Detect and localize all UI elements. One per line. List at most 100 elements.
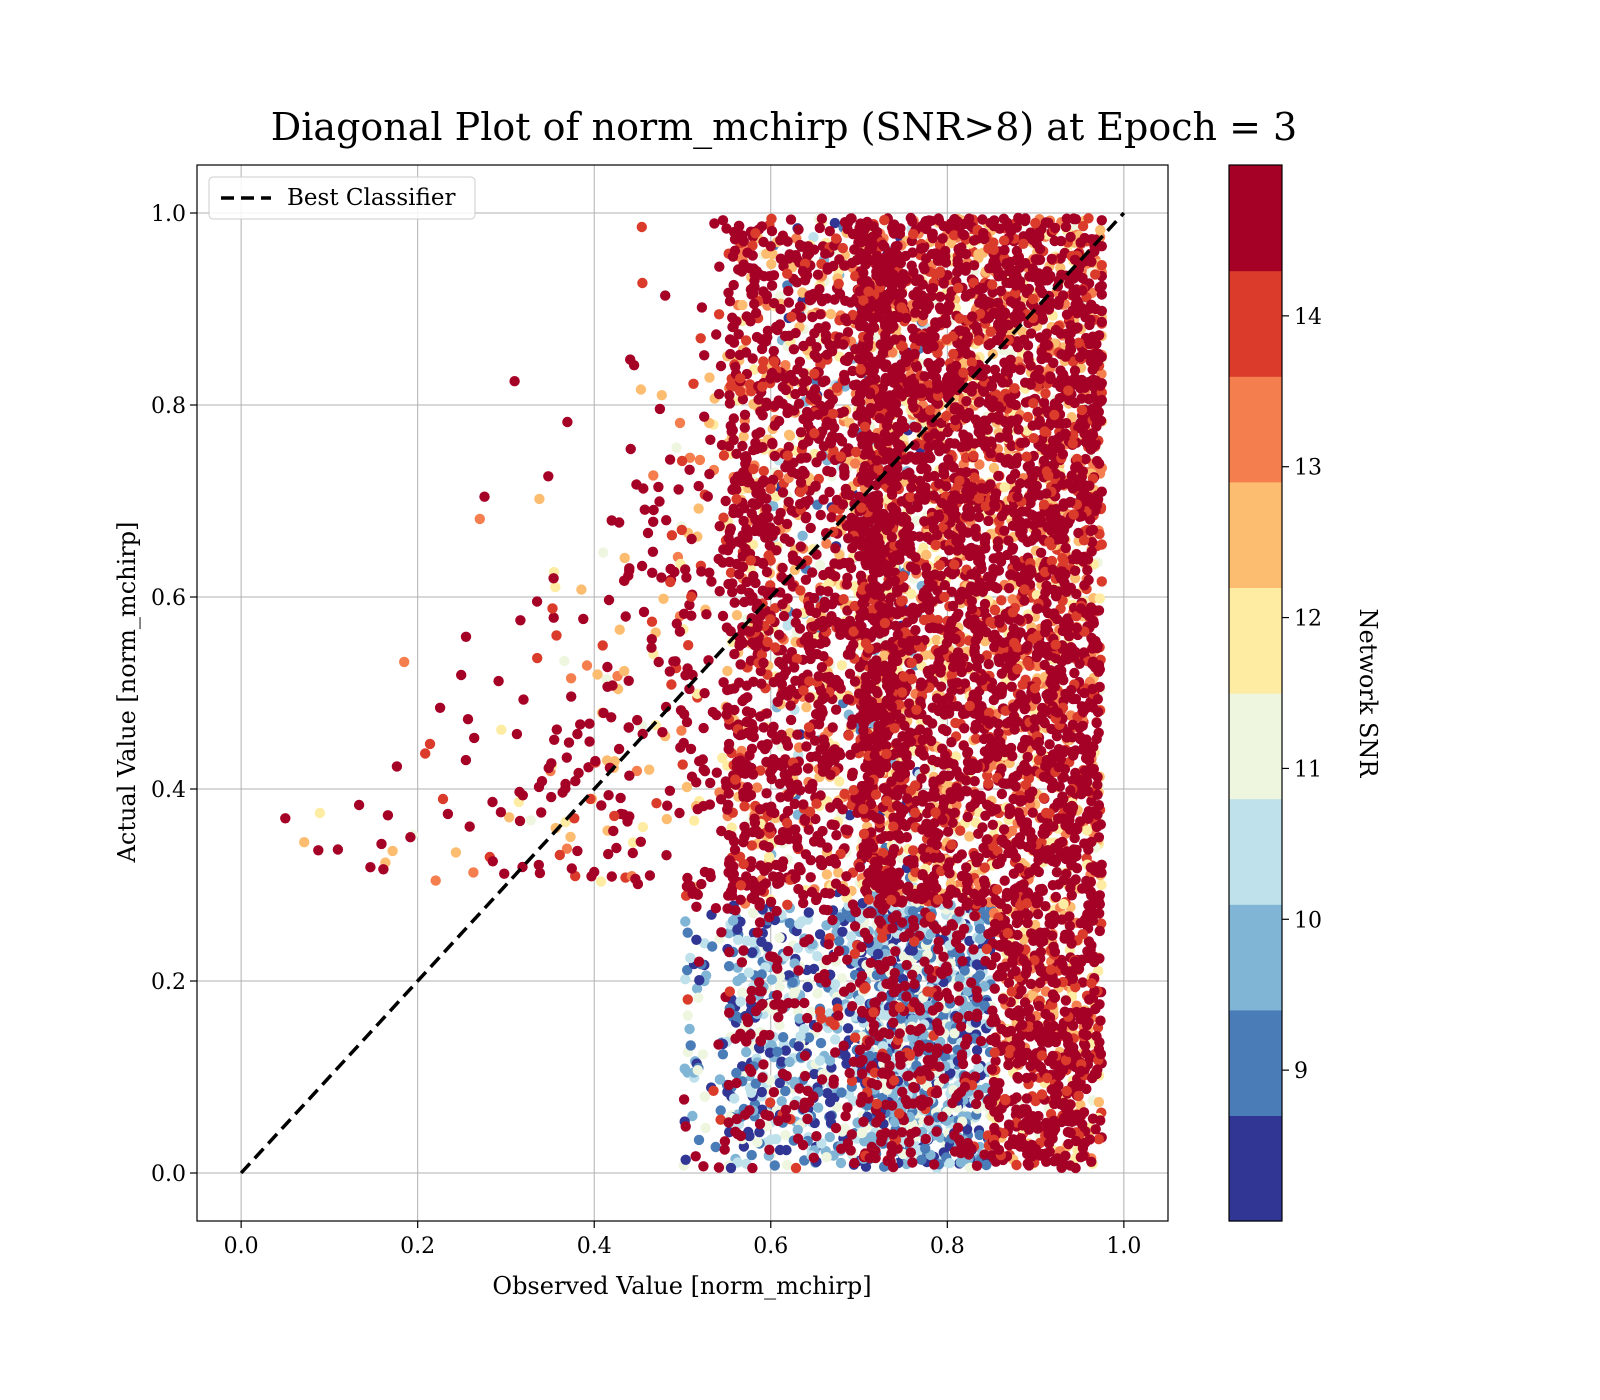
scatter-point bbox=[827, 914, 838, 926]
scatter-point bbox=[598, 547, 609, 558]
scatter-point bbox=[787, 977, 798, 988]
scatter-point bbox=[815, 1037, 827, 1049]
scatter-point bbox=[619, 552, 630, 564]
scatter-point bbox=[814, 1055, 826, 1066]
scatter-point bbox=[717, 1049, 729, 1060]
scatter-point bbox=[782, 945, 794, 957]
scatter-point bbox=[801, 702, 812, 713]
scatter-point bbox=[940, 925, 951, 936]
scatter-points bbox=[280, 212, 1108, 1174]
scatter-point bbox=[788, 988, 799, 999]
scatter-point bbox=[581, 660, 593, 671]
scatter-point bbox=[509, 376, 520, 387]
scatter-point bbox=[648, 516, 659, 527]
scatter-point bbox=[697, 1049, 709, 1060]
scatter-point bbox=[399, 656, 410, 668]
scatter-point bbox=[919, 763, 930, 775]
scatter-point bbox=[1051, 867, 1063, 878]
scatter-point bbox=[693, 1134, 705, 1146]
scatter-point bbox=[848, 639, 859, 650]
scatter-point bbox=[812, 951, 823, 962]
scatter-point bbox=[694, 975, 705, 986]
scatter-point bbox=[974, 970, 986, 981]
scatter-point bbox=[762, 941, 773, 952]
scatter-point bbox=[980, 912, 991, 923]
scatter-point bbox=[911, 515, 922, 526]
scatter-point bbox=[781, 1144, 792, 1156]
scatter-point bbox=[799, 1070, 811, 1082]
scatter-point bbox=[829, 217, 841, 229]
scatter-point bbox=[747, 1162, 758, 1174]
scatter-point bbox=[979, 1149, 990, 1160]
scatter-point bbox=[772, 1046, 783, 1058]
scatter-point bbox=[782, 620, 793, 631]
scatter-point bbox=[954, 995, 965, 1006]
scatter-point bbox=[821, 1152, 832, 1163]
scatter-point bbox=[603, 848, 614, 860]
scatter-point bbox=[783, 429, 795, 440]
scatter-point bbox=[802, 763, 814, 774]
scatter-point bbox=[684, 1023, 695, 1035]
scatter-point bbox=[795, 1031, 806, 1042]
scatter-point bbox=[736, 972, 747, 984]
scatter-point bbox=[614, 624, 625, 635]
scatter-point bbox=[637, 277, 648, 289]
scatter-point bbox=[499, 868, 510, 879]
scatter-point bbox=[837, 926, 848, 937]
scatter-point bbox=[644, 764, 655, 775]
scatter-point bbox=[751, 331, 763, 343]
scatter-point bbox=[822, 1088, 833, 1099]
scatter-point bbox=[729, 1093, 740, 1104]
scatter-point bbox=[757, 1072, 768, 1083]
scatter-point bbox=[735, 996, 746, 1007]
scatter-point bbox=[825, 308, 836, 320]
scatter-point bbox=[732, 924, 743, 935]
scatter-point bbox=[907, 906, 919, 917]
scatter-point bbox=[698, 722, 709, 734]
scatter-point bbox=[548, 573, 559, 584]
scatter-point bbox=[714, 1074, 726, 1085]
scatter-point bbox=[776, 1096, 787, 1107]
scatter-point bbox=[737, 299, 748, 311]
scatter-point bbox=[724, 334, 736, 345]
scatter-point bbox=[815, 559, 826, 571]
scatter-point bbox=[462, 714, 474, 725]
scatter-point bbox=[658, 593, 669, 604]
scatter-point bbox=[496, 724, 507, 735]
scatter-point bbox=[835, 1157, 847, 1169]
scatter-point bbox=[803, 907, 814, 918]
scatter-point bbox=[938, 976, 949, 988]
scatter-point bbox=[836, 973, 848, 984]
scatter-point bbox=[908, 857, 919, 869]
scatter-point bbox=[892, 240, 903, 252]
scatter-point bbox=[1044, 739, 1055, 750]
scatter-point bbox=[741, 935, 752, 947]
scatter-point bbox=[430, 875, 441, 886]
scatter-point bbox=[636, 560, 648, 572]
scatter-point bbox=[632, 714, 643, 726]
scatter-point bbox=[942, 1043, 953, 1055]
scatter-point bbox=[938, 951, 949, 962]
scatter-point bbox=[729, 597, 740, 608]
scatter-point bbox=[692, 1065, 703, 1076]
scatter-point bbox=[842, 1023, 854, 1034]
scatter-point bbox=[474, 513, 485, 525]
scatter-point bbox=[766, 974, 777, 985]
scatter-point bbox=[718, 450, 730, 461]
scatter-point bbox=[836, 1087, 847, 1098]
scatter-point bbox=[739, 422, 750, 433]
scatter-point bbox=[694, 454, 706, 466]
scatter-point bbox=[866, 1131, 877, 1143]
scatter-point bbox=[777, 562, 788, 574]
scatter-point bbox=[778, 1032, 789, 1043]
scatter-point bbox=[921, 549, 932, 561]
scatter-point bbox=[378, 864, 389, 875]
scatter-point bbox=[983, 659, 994, 670]
scatter-point bbox=[747, 947, 758, 958]
scatter-point bbox=[487, 856, 498, 867]
scatter-point bbox=[661, 813, 672, 825]
scatter-point bbox=[940, 1051, 951, 1063]
scatter-point bbox=[559, 655, 570, 667]
scatter-point bbox=[830, 1034, 841, 1045]
